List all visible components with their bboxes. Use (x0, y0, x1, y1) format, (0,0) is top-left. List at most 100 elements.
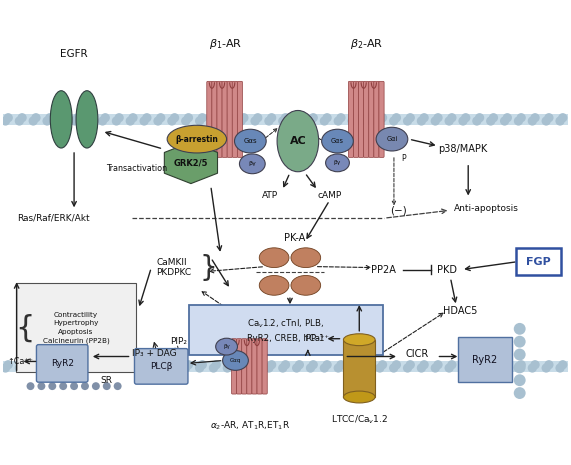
Circle shape (211, 113, 221, 122)
Circle shape (251, 363, 260, 372)
Circle shape (375, 363, 384, 372)
Circle shape (514, 323, 526, 335)
Ellipse shape (259, 275, 289, 295)
Text: ATP: ATP (262, 191, 278, 200)
Circle shape (126, 116, 135, 126)
FancyBboxPatch shape (262, 339, 267, 394)
Circle shape (38, 382, 45, 390)
Circle shape (115, 113, 124, 122)
Circle shape (236, 363, 246, 372)
Circle shape (142, 360, 151, 369)
Circle shape (433, 113, 443, 122)
Circle shape (84, 363, 93, 372)
Text: $\alpha_2$-AR, AT$_1$R,ET$_1$R: $\alpha_2$-AR, AT$_1$R,ET$_1$R (210, 419, 291, 432)
Text: Anti-apoptosis: Anti-apoptosis (455, 204, 519, 213)
Circle shape (541, 116, 551, 126)
Circle shape (514, 363, 523, 372)
Text: RyR2: RyR2 (51, 359, 74, 368)
Circle shape (361, 116, 371, 126)
Circle shape (251, 116, 260, 126)
Circle shape (528, 363, 537, 372)
Ellipse shape (76, 91, 98, 148)
Circle shape (18, 113, 27, 122)
Text: Gαi: Gαi (386, 136, 397, 142)
Circle shape (264, 363, 274, 372)
Text: (−): (−) (391, 205, 407, 215)
Circle shape (253, 360, 263, 369)
FancyBboxPatch shape (516, 248, 561, 275)
Circle shape (350, 360, 360, 369)
Text: βγ: βγ (248, 161, 256, 166)
Text: RyR2, CREB, IPP-1: RyR2, CREB, IPP-1 (247, 334, 325, 343)
Circle shape (154, 363, 163, 372)
Text: Ca$_v$1.2, cTnI, PLB,: Ca$_v$1.2, cTnI, PLB, (247, 318, 324, 330)
Text: PK-A: PK-A (284, 233, 305, 243)
Text: $\beta_1$-AR: $\beta_1$-AR (209, 37, 242, 51)
Circle shape (139, 363, 149, 372)
Circle shape (236, 116, 246, 126)
Circle shape (489, 360, 498, 369)
FancyBboxPatch shape (374, 81, 379, 158)
Circle shape (333, 116, 343, 126)
Circle shape (461, 113, 471, 122)
Circle shape (530, 113, 540, 122)
Circle shape (128, 360, 138, 369)
Circle shape (278, 363, 287, 372)
Circle shape (544, 113, 553, 122)
Bar (343, 340, 375, 397)
Circle shape (350, 113, 360, 122)
Text: FGP: FGP (526, 257, 551, 266)
Circle shape (389, 363, 399, 372)
Circle shape (49, 382, 57, 390)
Circle shape (323, 113, 332, 122)
Circle shape (514, 374, 526, 386)
Circle shape (389, 116, 399, 126)
Circle shape (475, 113, 484, 122)
FancyBboxPatch shape (348, 81, 353, 158)
Text: Ras/Raf/ERK/Akt: Ras/Raf/ERK/Akt (17, 214, 89, 223)
Circle shape (100, 113, 110, 122)
Text: Transactivation: Transactivation (106, 164, 167, 173)
Circle shape (209, 116, 218, 126)
Circle shape (528, 116, 537, 126)
Circle shape (323, 360, 332, 369)
Circle shape (167, 116, 176, 126)
Circle shape (486, 116, 496, 126)
Circle shape (181, 116, 190, 126)
Ellipse shape (50, 91, 72, 148)
Ellipse shape (167, 125, 227, 153)
Circle shape (167, 363, 176, 372)
Circle shape (84, 116, 93, 126)
Circle shape (364, 360, 373, 369)
Circle shape (348, 116, 357, 126)
Circle shape (530, 360, 540, 369)
Circle shape (405, 113, 415, 122)
Circle shape (502, 360, 512, 369)
Circle shape (336, 360, 345, 369)
Circle shape (544, 360, 553, 369)
Circle shape (42, 363, 52, 372)
Circle shape (292, 116, 301, 126)
Circle shape (87, 113, 96, 122)
FancyBboxPatch shape (459, 337, 512, 382)
FancyBboxPatch shape (37, 345, 88, 382)
Circle shape (45, 113, 54, 122)
Circle shape (295, 360, 304, 369)
Circle shape (112, 363, 121, 372)
Circle shape (170, 360, 179, 369)
FancyBboxPatch shape (252, 339, 257, 394)
Polygon shape (164, 142, 218, 184)
Circle shape (170, 113, 179, 122)
Circle shape (211, 360, 221, 369)
Circle shape (114, 382, 122, 390)
Circle shape (87, 360, 96, 369)
Circle shape (514, 361, 526, 373)
Circle shape (392, 113, 401, 122)
Bar (3, 361, 568, 372)
FancyBboxPatch shape (232, 81, 238, 158)
Circle shape (29, 116, 38, 126)
Circle shape (514, 116, 523, 126)
Circle shape (139, 116, 149, 126)
Circle shape (447, 113, 456, 122)
Circle shape (556, 116, 565, 126)
